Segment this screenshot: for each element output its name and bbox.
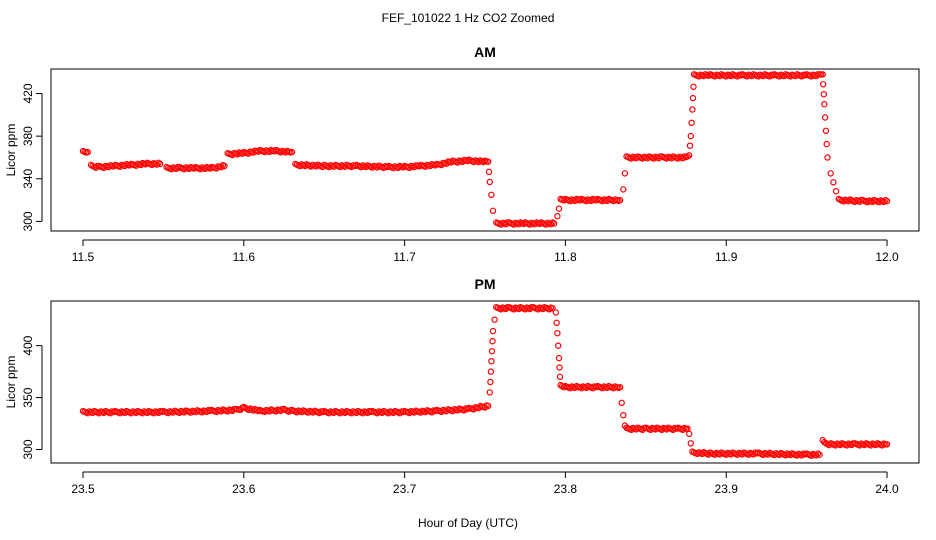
am-data-point — [827, 170, 834, 177]
am-data-point — [554, 212, 561, 220]
pm-data-point — [486, 389, 493, 396]
pm-x-tick-label: 24.0 — [875, 482, 899, 496]
am-x-tick-label: 11.7 — [393, 250, 416, 264]
am-data-point — [883, 197, 891, 205]
pm-data-point — [491, 316, 498, 323]
am-data-point — [687, 132, 695, 140]
figure-suptitle: FEF_101022 1 Hz CO2 Zoomed — [382, 11, 555, 25]
am-data-point — [620, 186, 627, 193]
am-data-point — [621, 170, 629, 177]
am-data-point — [547, 220, 555, 228]
pm-data-point — [687, 440, 695, 447]
am-y-axis-label: Licor ppm — [4, 124, 18, 177]
pm-data-point — [487, 378, 494, 386]
am-data-point — [688, 119, 695, 127]
am-data-point — [485, 158, 492, 165]
pm-data-point — [813, 452, 820, 459]
pm-data-point — [555, 354, 563, 362]
am-y-tick-label: 300 — [21, 211, 35, 231]
am-data-point — [820, 81, 827, 88]
am-data-point — [555, 205, 563, 212]
pm-data-point — [618, 399, 625, 406]
pm-data-point — [428, 409, 436, 416]
am-data-point — [686, 142, 694, 149]
am-x-tick-label: 11.9 — [715, 250, 738, 264]
pm-x-tick-label: 23.8 — [554, 482, 578, 496]
pm-data-point — [485, 402, 492, 410]
am-data-point — [489, 207, 497, 214]
pm-data-point — [554, 330, 561, 337]
am-data-point — [832, 187, 840, 195]
pm-data-point — [489, 327, 497, 335]
pm-y-tick-label: 400 — [21, 335, 35, 355]
panel-pm: PM Licor ppm 23.5 23.6 23.7 23.8 23.9 24.0 300… — [4, 276, 920, 496]
pm-data-point — [556, 373, 564, 380]
am-data-point — [488, 191, 495, 198]
pm-data-point — [488, 358, 495, 365]
pm-plot-frame — [50, 300, 920, 464]
pm-y-axis-label: Licor ppm — [4, 356, 18, 409]
pm-data-point — [556, 364, 563, 371]
am-data-point — [690, 83, 697, 91]
pm-x-tick-label: 23.7 — [393, 482, 417, 496]
am-x-tick-label: 11.6 — [233, 250, 256, 264]
am-data-point — [616, 196, 624, 204]
pm-data-point — [546, 306, 553, 313]
pm-data-point — [549, 305, 556, 312]
am-data-point — [550, 220, 558, 227]
am-data-point — [153, 161, 161, 168]
pm-y-tick-label: 300 — [21, 439, 35, 459]
pm-x-tick-label: 23.6 — [232, 482, 256, 496]
am-axes: 11.5 11.6 11.7 11.8 11.9 12.0 300 340 380 420 — [21, 83, 899, 264]
am-data-point — [689, 106, 696, 113]
pm-data-point — [883, 441, 891, 448]
pm-data-point — [487, 368, 495, 375]
pm-data-point — [620, 412, 627, 419]
am-data-point — [486, 178, 493, 186]
am-plot-frame — [50, 68, 920, 232]
am-data-point — [288, 148, 296, 156]
pm-data-point — [552, 309, 560, 316]
am-data-point — [830, 179, 837, 186]
pm-x-tick-label: 23.9 — [715, 482, 739, 496]
am-data-point — [221, 162, 228, 170]
am-title: AM — [474, 44, 496, 60]
am-data-point — [819, 71, 826, 78]
am-data-points — [79, 71, 891, 228]
am-y-tick-label: 340 — [21, 168, 35, 188]
pm-data-point — [816, 451, 823, 458]
pm-data-points — [79, 304, 891, 459]
pm-axes: 23.5 23.6 23.7 23.8 23.9 24.0 300 350 400 — [21, 335, 899, 496]
am-x-tick-label: 11.8 — [554, 250, 577, 264]
pm-data-point — [489, 338, 496, 345]
am-x-tick-label: 12.0 — [875, 250, 899, 264]
am-x-tick-label: 11.5 — [72, 250, 95, 264]
pm-title: PM — [475, 276, 496, 292]
am-data-point — [686, 152, 693, 159]
pm-data-point — [686, 430, 693, 438]
am-data-point — [822, 127, 830, 134]
am-data-point — [156, 160, 164, 168]
am-data-point — [820, 90, 828, 98]
pm-y-tick-label: 350 — [21, 387, 35, 407]
am-data-point — [880, 198, 888, 206]
am-data-point — [485, 168, 493, 175]
am-y-tick-label: 380 — [21, 126, 35, 146]
am-data-point — [821, 114, 829, 121]
pm-data-point — [553, 319, 560, 326]
pm-data-point — [555, 342, 562, 349]
pm-data-point — [616, 384, 624, 391]
pm-x-tick-label: 23.5 — [71, 482, 95, 496]
am-y-tick-label: 420 — [21, 83, 35, 103]
pm-data-point — [488, 348, 496, 355]
am-data-point — [689, 94, 697, 102]
panel-am: AM Licor ppm 11.5 11.6 11.7 11.8 11.9 12.0 300… — [4, 44, 920, 264]
am-data-point — [821, 100, 828, 108]
am-data-point — [823, 140, 830, 148]
x-axis-label: Hour of Day (UTC) — [418, 516, 518, 530]
am-data-point — [824, 154, 831, 161]
am-data-point — [84, 148, 92, 156]
